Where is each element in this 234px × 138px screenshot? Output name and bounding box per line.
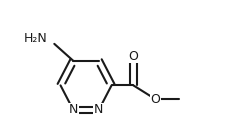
Text: N: N <box>94 104 103 116</box>
Text: H₂N: H₂N <box>24 32 48 45</box>
Text: N: N <box>69 104 78 116</box>
Text: O: O <box>128 50 138 63</box>
Text: O: O <box>150 93 160 106</box>
